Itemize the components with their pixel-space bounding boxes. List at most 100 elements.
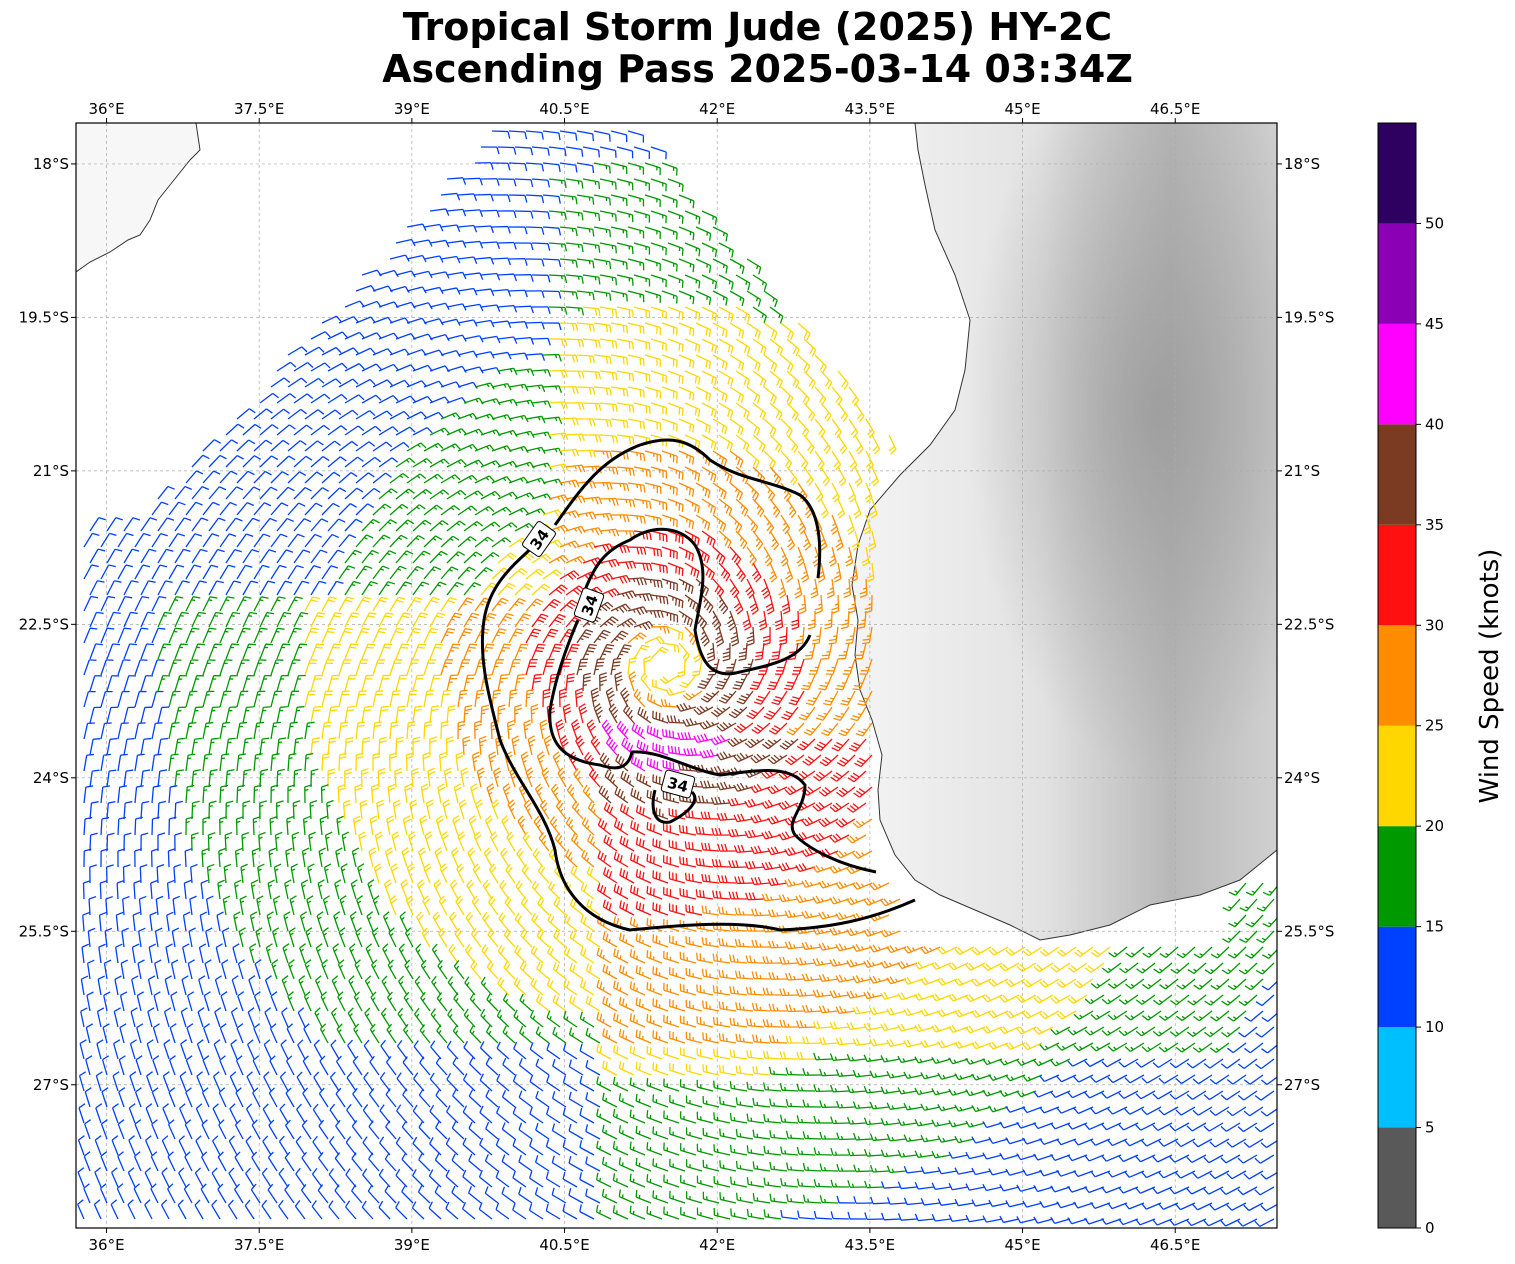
wind-barb: [406, 380, 427, 388]
wind-barb: [531, 306, 551, 315]
colorbar-tick-label: 15: [1425, 918, 1444, 936]
lat-ticks-left: 18°S 19.5°S 21°S 22.5°S 24°S 25.5°S 27°S: [19, 155, 76, 1094]
wind-barb: [661, 162, 678, 176]
colorbar-tick-label: 50: [1425, 214, 1444, 232]
wind-barb: [542, 162, 561, 173]
colorbar-segment: [1378, 826, 1416, 927]
wind-barb: [582, 146, 600, 158]
wind-barb: [412, 426, 433, 436]
wind-barb: [718, 370, 734, 387]
wind-barb: [542, 353, 562, 362]
wind-barb: [627, 258, 645, 271]
wind-barb: [786, 402, 799, 421]
wind-barb: [514, 178, 534, 188]
wind-barb: [729, 418, 744, 436]
wind-barb: [304, 346, 325, 356]
wind-barb: [582, 178, 601, 190]
wind-barb: [531, 400, 552, 408]
wind-barb: [797, 386, 810, 406]
wind-barb: [565, 146, 584, 157]
wind-barb: [474, 193, 494, 202]
wind-barb: [321, 346, 342, 356]
wind-barbs: [77, 130, 1277, 1227]
wind-barb: [837, 434, 848, 455]
wind-barb: [497, 273, 517, 282]
lat-tick-label: 24°S: [1284, 769, 1320, 787]
wind-barb: [361, 363, 382, 372]
wind-barb: [338, 378, 359, 388]
wind-barb: [559, 258, 578, 268]
wind-barb: [514, 242, 534, 251]
wind-barb: [270, 377, 291, 388]
wind-barb: [463, 366, 484, 374]
wind-barb: [786, 338, 800, 357]
lat-tick-label: 22.5°S: [1284, 615, 1334, 633]
wind-barb: [395, 426, 416, 436]
wind-barb: [565, 433, 586, 442]
wind-barb: [236, 408, 256, 420]
wind-barb: [599, 402, 618, 412]
wind-barb: [888, 434, 897, 455]
wind-barb: [616, 338, 634, 350]
wind-barb: [848, 386, 860, 407]
wind-barb: [559, 354, 579, 363]
wind-barb: [684, 338, 701, 353]
wind-barb: [644, 258, 661, 271]
wind-barb: [797, 322, 811, 341]
colorbar-tick-label: 25: [1425, 717, 1444, 735]
wind-barb: [627, 290, 645, 303]
wind-barb: [474, 162, 494, 170]
wind-barb: [423, 223, 444, 232]
wind-barb: [593, 226, 612, 238]
wind-barb: [395, 395, 416, 404]
wind-barb: [616, 210, 634, 223]
wind-barb: [480, 146, 500, 155]
wind-barb: [242, 423, 262, 436]
colorbar-segment: [1378, 524, 1416, 626]
wind-barb: [718, 338, 734, 355]
wind-barb: [582, 434, 602, 443]
wind-barb: [491, 225, 511, 234]
wind-barb: [525, 290, 545, 299]
wind-barb: [406, 286, 427, 294]
lon-tick-label: 40.5°E: [539, 100, 589, 118]
wind-barb: [650, 370, 667, 383]
lat-ticks-right: 18°S 19.5°S 21°S 22.5°S 24°S 25.5°S 27°S: [1277, 155, 1334, 1094]
wind-barb: [593, 322, 612, 333]
wind-barb: [593, 354, 612, 365]
wind-barb: [599, 306, 618, 317]
wind-barb: [780, 418, 793, 437]
wind-barb: [480, 304, 501, 312]
wind-barb: [814, 354, 827, 374]
wind-barb: [576, 162, 595, 174]
wind-barb: [474, 256, 495, 265]
wind-barb: [769, 402, 783, 421]
wind-barb: [661, 418, 678, 432]
wind-barb: [576, 354, 596, 364]
wind-barb: [344, 394, 365, 404]
wind-barb: [576, 290, 595, 301]
wind-barb: [491, 414, 512, 422]
wind-barb: [491, 320, 512, 329]
wind-barb: [633, 210, 651, 223]
wind-barb: [610, 226, 628, 238]
wind-barb: [531, 178, 551, 188]
wind-barb: [667, 274, 684, 288]
wind-barb: [695, 386, 712, 402]
wind-barb: [446, 365, 467, 373]
lon-tick-label: 37.5°E: [234, 100, 284, 118]
wind-barb: [338, 347, 359, 356]
wind-barb: [508, 130, 528, 140]
wind-barb: [565, 242, 584, 253]
lon-tick-label: 42°E: [699, 100, 735, 118]
wind-barb: [412, 395, 433, 404]
wind-barb: [582, 306, 601, 317]
colorbar-tick-label: 5: [1425, 1119, 1435, 1137]
wind-barb: [837, 402, 849, 423]
wind-barb: [259, 392, 279, 404]
wind-barb: [304, 409, 325, 420]
wind-barb: [593, 162, 611, 174]
wind-barb: [463, 240, 484, 249]
wind-barb: [446, 177, 467, 185]
wind-barb: [457, 224, 478, 233]
